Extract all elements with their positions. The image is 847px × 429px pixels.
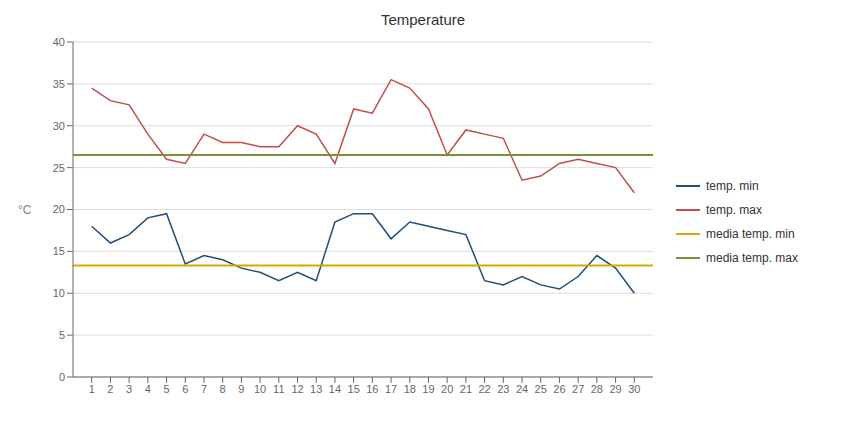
svg-text:10: 10 <box>254 383 266 395</box>
svg-text:23: 23 <box>497 383 509 395</box>
svg-text:21: 21 <box>460 383 472 395</box>
svg-text:6: 6 <box>182 383 188 395</box>
svg-text:10: 10 <box>53 287 65 299</box>
html-text:media temp. max: media temp. max <box>706 251 798 265</box>
svg-text:20: 20 <box>441 383 453 395</box>
svg-text:1: 1 <box>89 383 95 395</box>
svg-text:3: 3 <box>126 383 132 395</box>
svg-text:7: 7 <box>201 383 207 395</box>
svg-text:5: 5 <box>59 329 65 341</box>
svg-text:8: 8 <box>220 383 226 395</box>
html-text:temp. max: temp. max <box>706 203 762 217</box>
svg-text:5: 5 <box>163 383 169 395</box>
svg-text:15: 15 <box>53 245 65 257</box>
svg-text:4: 4 <box>145 383 151 395</box>
svg-text:40: 40 <box>53 36 65 48</box>
svg-text:27: 27 <box>572 383 584 395</box>
svg-text:25: 25 <box>53 162 65 174</box>
svg-text:14: 14 <box>329 383 341 395</box>
svg-text:13: 13 <box>310 383 322 395</box>
html-text:Temperature: Temperature <box>380 11 466 28</box>
svg-text:19: 19 <box>422 383 434 395</box>
svg-text:0: 0 <box>59 371 65 383</box>
svg-text:11: 11 <box>273 383 284 395</box>
svg-text:12: 12 <box>291 383 303 395</box>
svg-text:26: 26 <box>553 383 565 395</box>
svg-text:°C: °C <box>18 203 32 217</box>
html-text:temp. min: temp. min <box>706 179 759 193</box>
svg-text:30: 30 <box>53 120 65 132</box>
svg-text:20: 20 <box>53 203 65 215</box>
svg-text:9: 9 <box>238 383 244 395</box>
html-text:media temp. min: media temp. min <box>706 227 795 241</box>
svg-text:17: 17 <box>385 383 397 395</box>
svg-text:35: 35 <box>53 78 65 90</box>
svg-text:25: 25 <box>535 383 547 395</box>
svg-text:22: 22 <box>478 383 490 395</box>
svg-text:2: 2 <box>107 383 113 395</box>
svg-text:18: 18 <box>404 383 416 395</box>
svg-text:28: 28 <box>591 383 603 395</box>
svg-text:29: 29 <box>609 383 621 395</box>
svg-text:30: 30 <box>628 383 640 395</box>
svg-text:15: 15 <box>348 383 360 395</box>
svg-text:16: 16 <box>366 383 378 395</box>
svg-text:24: 24 <box>516 383 528 395</box>
